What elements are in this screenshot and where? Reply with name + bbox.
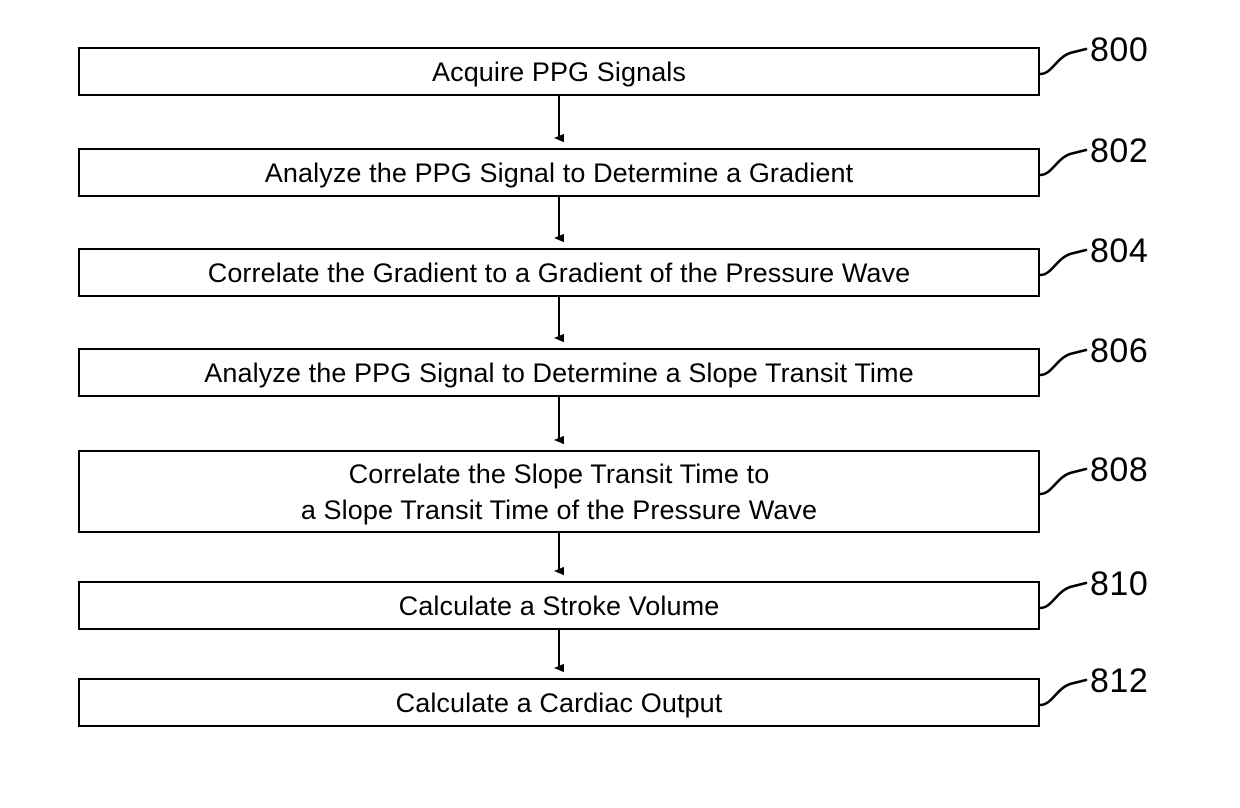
step-label-804: Correlate the Gradient to a Gradient of … <box>207 257 911 288</box>
reference-number-812: 812 <box>1090 662 1149 700</box>
leader-line-808 <box>1038 467 1088 496</box>
leader-line-804 <box>1038 248 1088 277</box>
reference-number-806: 806 <box>1090 332 1149 370</box>
reference-number-810: 810 <box>1090 565 1149 603</box>
leader-line-812 <box>1038 678 1088 707</box>
reference-number-808: 808 <box>1090 451 1149 489</box>
reference-number-802: 802 <box>1090 132 1149 170</box>
leader-line-806 <box>1038 348 1088 377</box>
step-label-802: Analyze the PPG Signal to Determine a Gr… <box>264 157 854 188</box>
step-box-800[interactable]: Acquire PPG Signals <box>78 47 1040 96</box>
leader-line-810 <box>1038 581 1088 610</box>
leader-line-802 <box>1038 148 1088 177</box>
step-label-812: Calculate a Cardiac Output <box>395 687 723 718</box>
step-box-804[interactable]: Correlate the Gradient to a Gradient of … <box>78 248 1040 297</box>
step-box-810[interactable]: Calculate a Stroke Volume <box>78 581 1040 630</box>
step-box-808[interactable]: Correlate the Slope Transit Time to a Sl… <box>78 450 1040 533</box>
step-box-812[interactable]: Calculate a Cardiac Output <box>78 678 1040 727</box>
step-label-806: Analyze the PPG Signal to Determine a Sl… <box>204 357 914 388</box>
reference-number-804: 804 <box>1090 232 1149 270</box>
step-label-800: Acquire PPG Signals <box>431 56 687 87</box>
step-box-802[interactable]: Analyze the PPG Signal to Determine a Gr… <box>78 148 1040 197</box>
step-label-808: Correlate the Slope Transit Time to a Sl… <box>300 458 818 525</box>
step-label-810: Calculate a Stroke Volume <box>398 590 720 621</box>
reference-number-800: 800 <box>1090 31 1149 69</box>
step-box-806[interactable]: Analyze the PPG Signal to Determine a Sl… <box>78 348 1040 397</box>
leader-line-800 <box>1038 47 1088 76</box>
